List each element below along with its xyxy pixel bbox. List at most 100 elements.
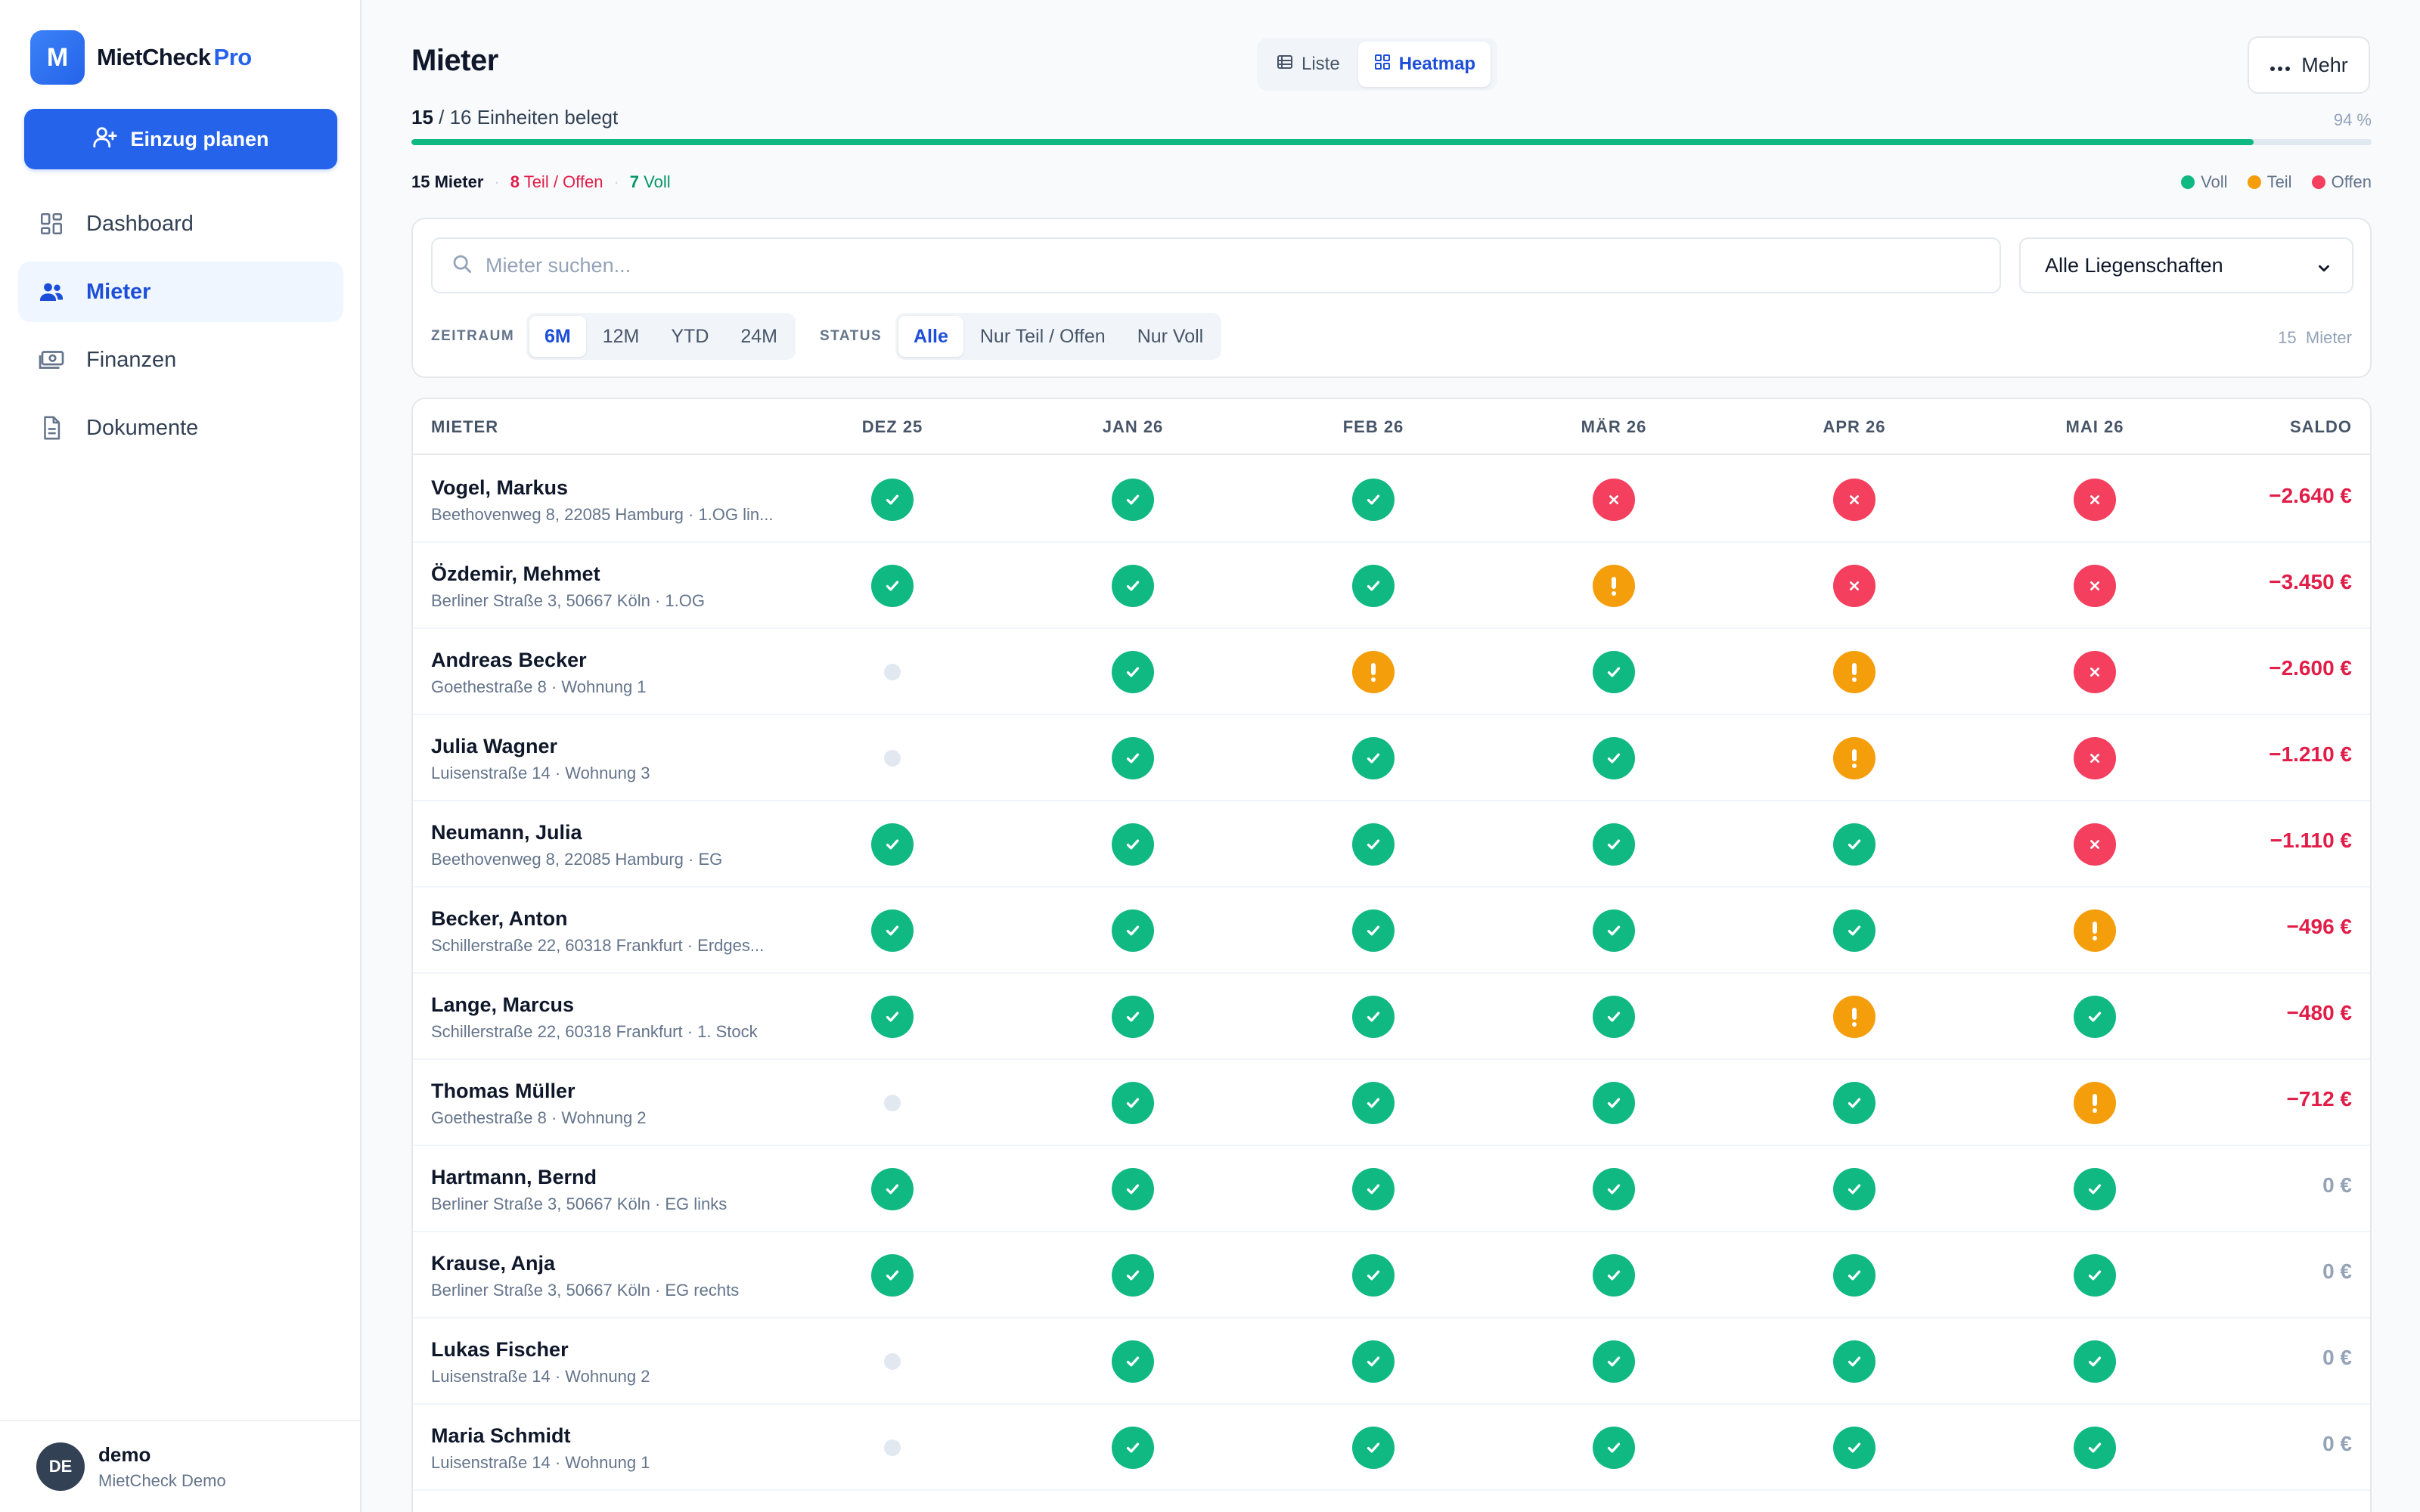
period-24m[interactable]: 24M <box>740 325 778 347</box>
payment-status-cell[interactable] <box>1352 737 1395 779</box>
payment-status-cell[interactable] <box>1833 651 1876 693</box>
period-ytd[interactable]: YTD <box>671 325 709 347</box>
payment-status-cell[interactable] <box>871 1168 914 1210</box>
period-6m[interactable]: 6M <box>529 316 586 357</box>
table-row[interactable]: Krause, Anja Berliner Straße 3, 50667 Köl… <box>413 1232 2370 1318</box>
payment-status-cell[interactable] <box>1352 909 1395 952</box>
payment-status-cell[interactable] <box>1593 479 1635 521</box>
table-row[interactable]: Andreas Becker Goethestraße 8 · Wohnung 1… <box>413 629 2370 715</box>
table-row[interactable]: Hartmann, Bernd Berliner Straße 3, 50667 … <box>413 1146 2370 1232</box>
payment-status-cell[interactable] <box>1833 823 1876 866</box>
sidebar-item-finanzen[interactable]: Finanzen <box>18 330 343 390</box>
payment-status-cell[interactable] <box>871 996 914 1038</box>
table-row[interactable]: Lange, Marcus Schillerstraße 22, 60318 Fr… <box>413 974 2370 1060</box>
tenant-name[interactable]: Krause, Anja <box>431 1252 556 1275</box>
payment-status-cell[interactable] <box>2074 1254 2116 1297</box>
tenant-name[interactable]: Neumann, Julia <box>431 821 582 844</box>
payment-status-cell[interactable] <box>1352 1082 1395 1124</box>
payment-status-cell[interactable] <box>1593 1082 1635 1124</box>
sidebar-item-dashboard[interactable]: Dashboard <box>18 194 343 254</box>
tenant-name[interactable]: Hartmann, Bernd <box>431 1166 597 1188</box>
payment-status-cell[interactable] <box>1352 996 1395 1038</box>
payment-status-cell[interactable] <box>1352 1168 1395 1210</box>
sidebar-item-dokumente[interactable]: Dokumente <box>18 398 343 458</box>
tab-liste[interactable]: Liste <box>1261 42 1355 87</box>
tenant-name[interactable]: Özdemir, Mehmet <box>431 562 600 585</box>
property-select[interactable]: Alle Liegenschaften <box>2019 237 2353 293</box>
payment-status-cell[interactable] <box>1593 1427 1635 1469</box>
payment-status-cell[interactable] <box>1112 651 1154 693</box>
payment-status-cell[interactable] <box>1593 1340 1635 1383</box>
payment-status-cell[interactable] <box>1833 1082 1876 1124</box>
sidebar-item-mieter[interactable]: Mieter <box>18 262 343 322</box>
payment-status-cell[interactable] <box>871 909 914 952</box>
payment-status-cell[interactable] <box>1593 651 1635 693</box>
table-row[interactable]: Becker, Anton Schillerstraße 22, 60318 Fr… <box>413 888 2370 974</box>
payment-status-cell[interactable] <box>1833 479 1876 521</box>
payment-status-cell[interactable] <box>1352 565 1395 607</box>
table-row[interactable]: Maria Schmidt Luisenstraße 14 · Wohnung 1… <box>413 1405 2370 1491</box>
tenant-name[interactable]: Becker, Anton <box>431 907 568 930</box>
payment-status-cell[interactable] <box>1833 909 1876 952</box>
payment-status-cell[interactable] <box>2074 909 2116 952</box>
payment-status-cell[interactable] <box>1593 565 1635 607</box>
payment-status-cell[interactable] <box>871 823 914 866</box>
payment-status-cell[interactable] <box>1352 1340 1395 1383</box>
table-row[interactable]: Julia Wagner Luisenstraße 14 · Wohnung 3 −… <box>413 715 2370 801</box>
payment-status-cell[interactable] <box>1112 909 1154 952</box>
payment-status-cell[interactable] <box>871 1340 914 1383</box>
payment-status-cell[interactable] <box>1112 737 1154 779</box>
table-row[interactable]: Özdemir, Mehmet Berliner Straße 3, 50667 … <box>413 543 2370 629</box>
payment-status-cell[interactable] <box>2074 996 2116 1038</box>
tenant-name[interactable]: Lukas Fischer <box>431 1338 569 1361</box>
payment-status-cell[interactable] <box>1112 1168 1154 1210</box>
payment-status-cell[interactable] <box>1833 1340 1876 1383</box>
payment-status-cell[interactable] <box>871 1427 914 1469</box>
more-button[interactable]: Mehr <box>2248 36 2370 94</box>
payment-status-cell[interactable] <box>1593 737 1635 779</box>
payment-status-cell[interactable] <box>1352 1427 1395 1469</box>
payment-status-cell[interactable] <box>1112 1427 1154 1469</box>
payment-status-cell[interactable] <box>1112 565 1154 607</box>
payment-status-cell[interactable] <box>2074 565 2116 607</box>
payment-status-cell[interactable] <box>1593 1254 1635 1297</box>
tenant-name[interactable]: Maria Schmidt <box>431 1424 571 1447</box>
search-box[interactable] <box>431 237 2001 293</box>
payment-status-cell[interactable] <box>1593 909 1635 952</box>
payment-status-cell[interactable] <box>1112 1340 1154 1383</box>
tenant-name[interactable]: Andreas Becker <box>431 649 587 671</box>
payment-status-cell[interactable] <box>1833 1427 1876 1469</box>
payment-status-cell[interactable] <box>2074 1340 2116 1383</box>
payment-status-cell[interactable] <box>1112 479 1154 521</box>
payment-status-cell[interactable] <box>2074 1082 2116 1124</box>
user-profile[interactable]: DE demo MietCheck Demo <box>0 1420 360 1512</box>
payment-status-cell[interactable] <box>1833 737 1876 779</box>
plan-move-in-button[interactable]: Einzug planen <box>24 109 337 169</box>
payment-status-cell[interactable] <box>1112 1082 1154 1124</box>
payment-status-cell[interactable] <box>1352 651 1395 693</box>
payment-status-cell[interactable] <box>1833 996 1876 1038</box>
payment-status-cell[interactable] <box>1833 1254 1876 1297</box>
payment-status-cell[interactable] <box>871 1254 914 1297</box>
payment-status-cell[interactable] <box>1352 1254 1395 1297</box>
payment-status-cell[interactable] <box>2074 1427 2116 1469</box>
payment-status-cell[interactable] <box>1833 1168 1876 1210</box>
payment-status-cell[interactable] <box>1593 823 1635 866</box>
period-12m[interactable]: 12M <box>602 325 640 347</box>
table-row[interactable]: Vogel, Markus Beethovenweg 8, 22085 Hambu… <box>413 457 2370 543</box>
payment-status-cell[interactable] <box>1112 996 1154 1038</box>
payment-status-cell[interactable] <box>2074 651 2116 693</box>
payment-status-cell[interactable] <box>2074 823 2116 866</box>
tenant-name[interactable]: Julia Wagner <box>431 735 558 758</box>
table-row[interactable]: Lukas Fischer Luisenstraße 14 · Wohnung 2… <box>413 1318 2370 1405</box>
payment-status-cell[interactable] <box>871 737 914 779</box>
table-row[interactable]: Thomas Müller Goethestraße 8 · Wohnung 2 −… <box>413 1060 2370 1146</box>
brand[interactable]: M MietCheck Pro <box>30 30 252 85</box>
status-voll[interactable]: Nur Voll <box>1137 325 1204 347</box>
payment-status-cell[interactable] <box>1352 479 1395 521</box>
payment-status-cell[interactable] <box>871 479 914 521</box>
tab-heatmap[interactable]: Heatmap <box>1357 42 1491 87</box>
search-input[interactable] <box>486 253 1922 277</box>
status-alle[interactable]: Alle <box>898 316 963 357</box>
payment-status-cell[interactable] <box>1112 1254 1154 1297</box>
